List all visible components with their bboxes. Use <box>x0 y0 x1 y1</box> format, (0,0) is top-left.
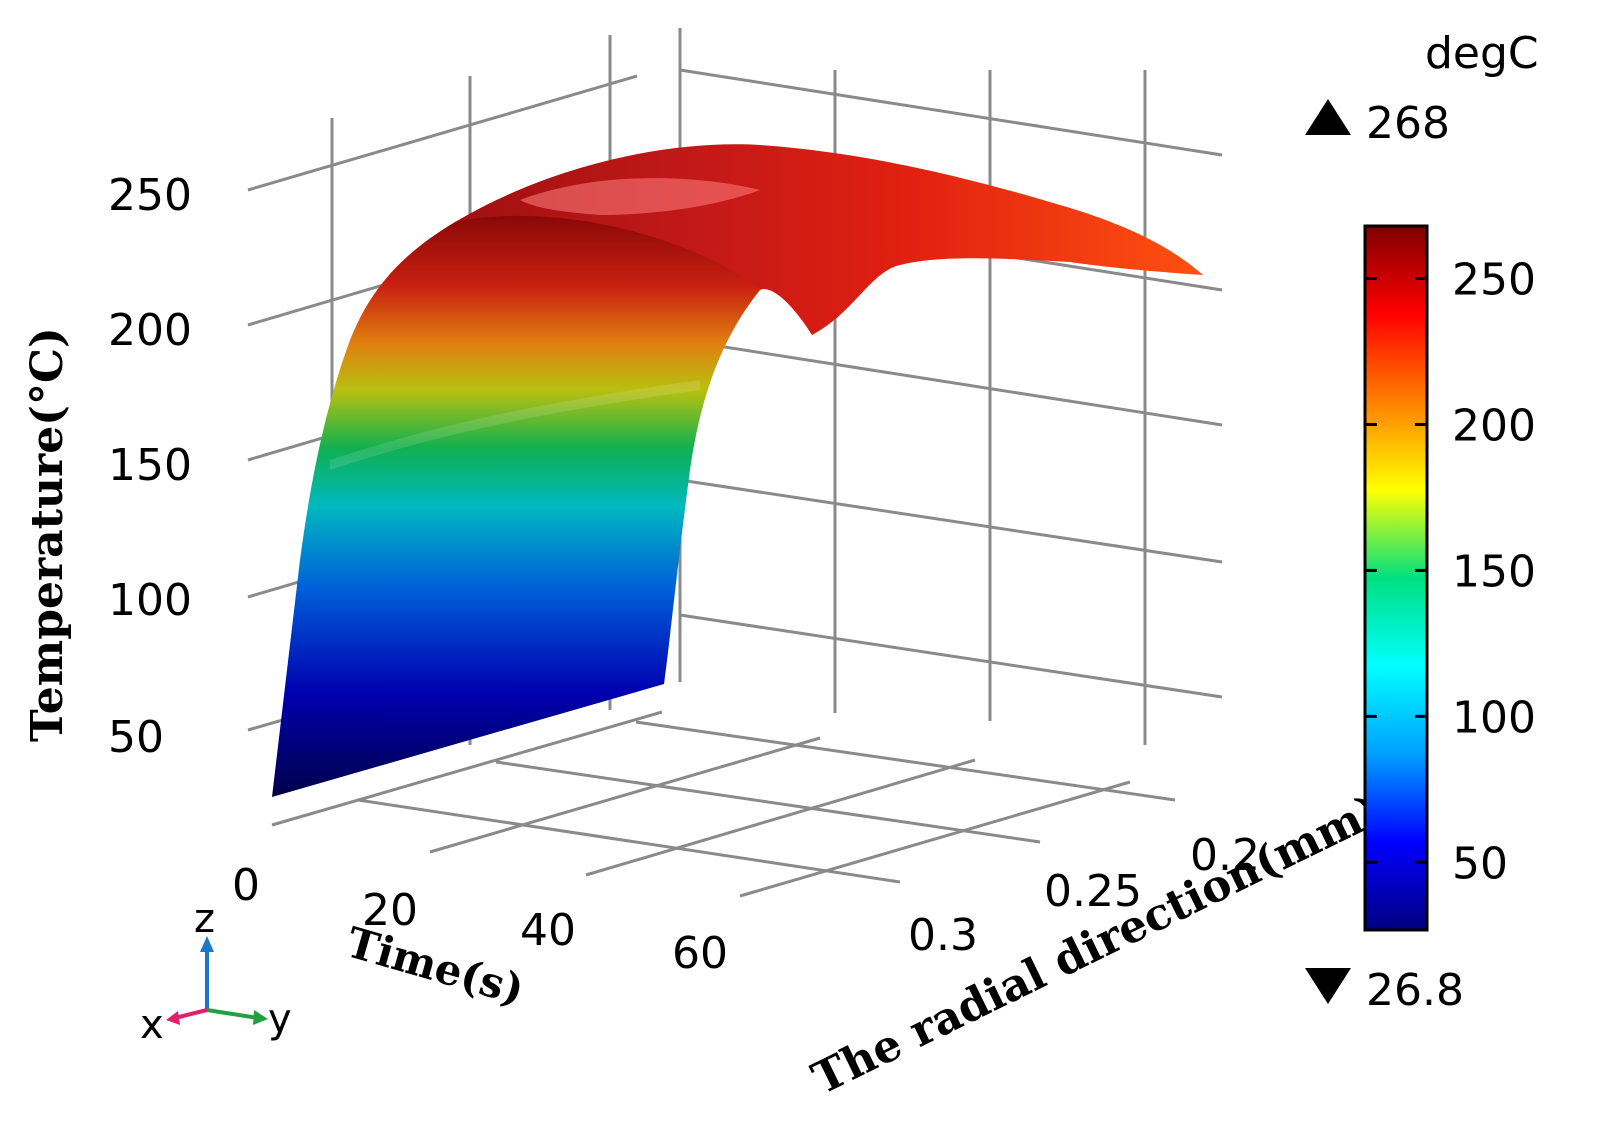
colorbar: degC 268 250 200 150 100 50 26.8 <box>1305 28 1539 1016</box>
surface-sheen <box>330 380 700 470</box>
floor-grid <box>271 710 1176 898</box>
x-tick-label: 60 <box>672 928 728 979</box>
colorbar-tick-label: 100 <box>1452 692 1536 743</box>
surface-highlight <box>520 178 760 215</box>
colorbar-gradient-bar <box>1363 224 1429 932</box>
back-wall-grid <box>678 28 1223 745</box>
triad-x-axis <box>174 1008 208 1020</box>
min-triangle-icon <box>1305 968 1351 1004</box>
x-tick-label: 0 <box>232 860 260 911</box>
temperature-surface <box>272 144 1203 798</box>
triad-z-label: z <box>194 896 215 942</box>
colorbar-ticks: 250 200 150 100 50 <box>1365 255 1536 889</box>
x-tick-label: 40 <box>520 905 576 956</box>
y-tick-label: 0.2 <box>1190 830 1260 881</box>
colorbar-max-label: 268 <box>1366 98 1450 149</box>
z-tick-label: 100 <box>108 575 192 626</box>
z-tick-label: 200 <box>108 305 192 356</box>
z-tick-labels: 50 100 150 200 250 <box>108 170 192 763</box>
triad-x-arrow-icon <box>166 1011 180 1025</box>
axis-triad: z x y <box>140 896 292 1048</box>
colorbar-unit: degC <box>1425 28 1539 79</box>
y-tick-label: 0.25 <box>1044 866 1142 917</box>
triad-x-label: x <box>140 1002 164 1048</box>
triad-y-axis <box>206 1008 259 1020</box>
z-tick-label: 50 <box>108 712 164 763</box>
triad-z-arrow-icon <box>200 936 214 952</box>
max-triangle-icon <box>1305 99 1351 135</box>
colorbar-tick-label: 150 <box>1452 546 1536 597</box>
triad-y-arrow-icon <box>253 1010 268 1025</box>
x-tick-label: 20 <box>362 885 418 936</box>
y-tick-label: 0.3 <box>908 910 978 961</box>
surface-front-face <box>272 215 760 798</box>
colorbar-tick-label: 200 <box>1452 400 1536 451</box>
x-tick-labels: 0 20 40 60 <box>232 860 728 979</box>
y-tick-labels: 0.2 0.25 0.3 <box>908 830 1260 961</box>
colorbar-tick-label: 50 <box>1452 838 1508 889</box>
y-axis-label: The radial direction(mm) <box>804 784 1389 1104</box>
z-tick-label: 150 <box>108 440 192 491</box>
z-tick-label: 250 <box>108 170 192 221</box>
colorbar-min-label: 26.8 <box>1366 965 1464 1016</box>
colorbar-tick-label: 250 <box>1452 255 1536 306</box>
z-axis-label: Temperature(°C) <box>22 327 73 742</box>
triad-y-label: y <box>268 996 292 1042</box>
